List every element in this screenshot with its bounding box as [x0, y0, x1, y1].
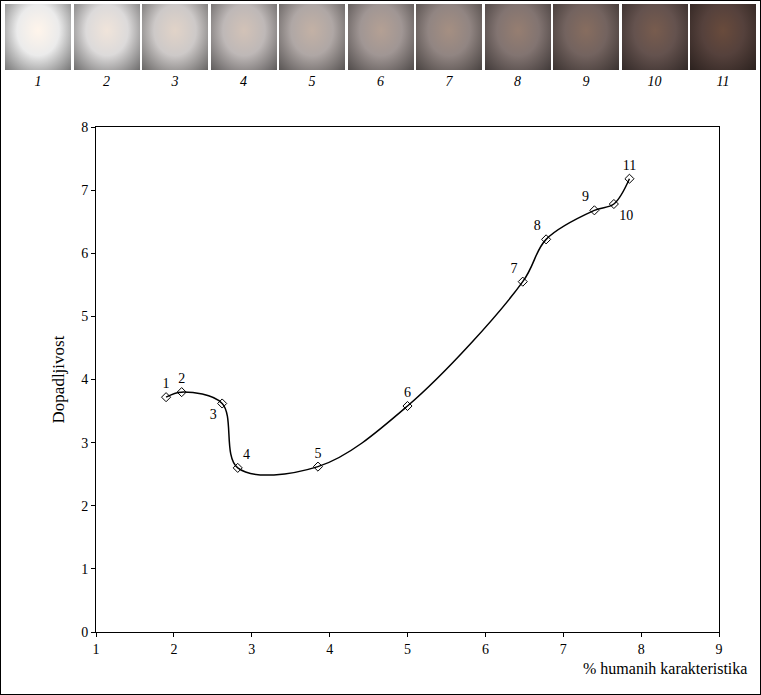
svg-text:3: 3 — [81, 436, 88, 451]
svg-text:3: 3 — [248, 642, 255, 657]
html-text:5: 5 — [308, 74, 316, 89]
svg-text:8: 8 — [638, 642, 645, 657]
svg-text:3: 3 — [210, 407, 217, 422]
svg-text:Dopadljivost: Dopadljivost — [49, 335, 68, 423]
svg-text:2: 2 — [81, 499, 88, 514]
svg-text:7: 7 — [510, 261, 517, 276]
svg-text:6: 6 — [404, 385, 411, 400]
svg-text:5: 5 — [314, 446, 321, 461]
html-text:8: 8 — [514, 74, 521, 89]
html-text:1: 1 — [34, 74, 42, 89]
html-text:2: 2 — [103, 74, 110, 89]
svg-text:9: 9 — [582, 189, 589, 204]
svg-text:0: 0 — [81, 625, 88, 640]
svg-text:9: 9 — [716, 642, 723, 657]
svg-text:2: 2 — [178, 371, 185, 386]
svg-text:8: 8 — [81, 120, 88, 135]
svg-text:11: 11 — [623, 158, 636, 173]
svg-text:8: 8 — [534, 218, 541, 233]
svg-text:2: 2 — [170, 642, 177, 657]
svg-text:1: 1 — [81, 562, 88, 577]
svg-text:4: 4 — [81, 372, 88, 387]
html-text:7: 7 — [445, 74, 453, 89]
svg-text:1: 1 — [163, 376, 170, 391]
html-text:11: 11 — [716, 74, 730, 89]
svg-text:10: 10 — [619, 208, 633, 223]
svg-text:6: 6 — [482, 642, 489, 657]
svg-text:5: 5 — [404, 642, 411, 657]
html-text:4: 4 — [240, 74, 247, 89]
svg-text:4: 4 — [243, 447, 250, 462]
html-text:9: 9 — [582, 74, 590, 89]
svg-text:1: 1 — [93, 642, 100, 657]
svg-text:7: 7 — [81, 183, 88, 198]
svg-text:4: 4 — [326, 642, 333, 657]
svg-text:7: 7 — [560, 642, 567, 657]
html-text:10: 10 — [647, 74, 662, 89]
html-text:3: 3 — [171, 74, 179, 89]
svg-text:5: 5 — [81, 309, 88, 324]
svg-text:6: 6 — [81, 246, 88, 261]
html-text:6: 6 — [377, 74, 384, 89]
svg-text:% humanih karakteristika: % humanih karakteristika — [583, 660, 747, 677]
